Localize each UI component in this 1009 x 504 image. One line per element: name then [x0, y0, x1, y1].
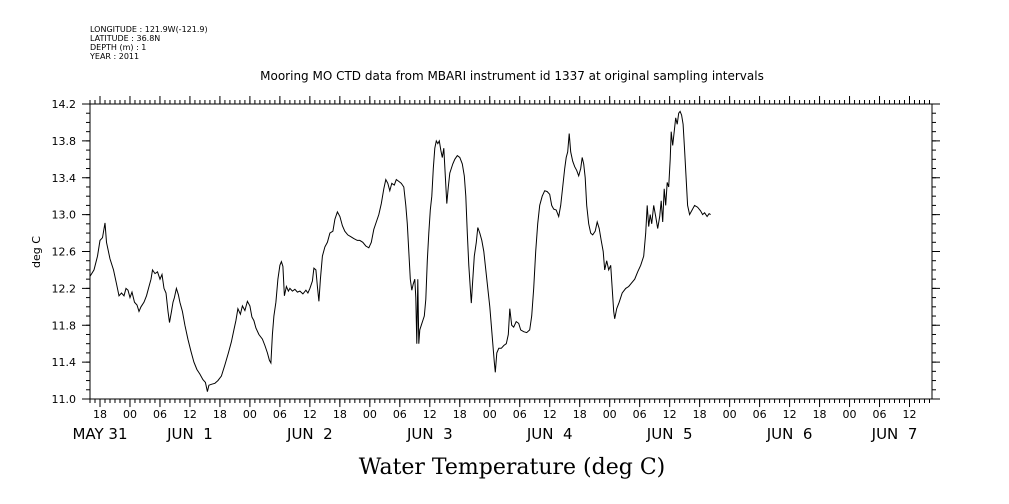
x-tick-label: 06 [873, 408, 887, 421]
tick-labels: 18 00 06 12 18 00 06 12 18 00 06 12 18 00 06 12 18 00 06 12… [52, 98, 918, 443]
y-tick-label: 12.2 [52, 282, 77, 295]
x-day-label: JUN 6 [766, 425, 813, 443]
x-tick-label: 18 [93, 408, 107, 421]
x-tick-label: 12 [663, 408, 677, 421]
year-label: YEAR : 2011 [89, 52, 139, 61]
y-tick-label: 12.6 [52, 246, 77, 259]
longitude-label: LONGITUDE : 121.9W(-121.9) [90, 25, 208, 34]
x-tick-label: 12 [183, 408, 197, 421]
x-day-label: JUN 7 [871, 425, 918, 443]
y-tick-label: 13.8 [52, 135, 77, 148]
x-day-label: JUN 1 [166, 425, 213, 443]
y-axis-label: deg C [30, 236, 43, 268]
x-tick-label: 00 [123, 408, 137, 421]
x-day-label: JUN 3 [406, 425, 453, 443]
y-tick-label: 11.0 [52, 393, 77, 406]
x-tick-label: 00 [243, 408, 257, 421]
x-tick-label: 12 [423, 408, 437, 421]
x-tick-label: 18 [453, 408, 467, 421]
x-tick-label: 18 [333, 408, 347, 421]
y-tick-label: 11.8 [52, 319, 77, 332]
x-day-label: JUN 2 [286, 425, 333, 443]
x-day-label: JUN 4 [526, 425, 573, 443]
x-tick-label: 06 [753, 408, 767, 421]
x-tick-label: 18 [813, 408, 827, 421]
x-tick-label: 18 [573, 408, 587, 421]
x-tick-label: 06 [393, 408, 407, 421]
x-tick-label: 18 [213, 408, 227, 421]
x-tick-label: 12 [783, 408, 797, 421]
x-day-label: JUN 5 [646, 425, 693, 443]
metadata-block: LONGITUDE : 121.9W(-121.9) LATITUDE : 36… [89, 25, 208, 61]
plot-frame [89, 103, 933, 400]
axis-ticks [82, 96, 940, 407]
x-tick-label: 00 [603, 408, 617, 421]
x-tick-label: 12 [303, 408, 317, 421]
y-tick-label: 14.2 [52, 98, 77, 111]
x-tick-label: 18 [693, 408, 707, 421]
x-tick-label: 00 [363, 408, 377, 421]
y-tick-label: 13.0 [52, 209, 77, 222]
x-tick-label: 00 [483, 408, 497, 421]
x-tick-label: 06 [633, 408, 647, 421]
x-tick-label: 06 [273, 408, 287, 421]
x-tick-label: 00 [723, 408, 737, 421]
x-tick-label: 12 [903, 408, 917, 421]
x-tick-label: 06 [513, 408, 527, 421]
temperature-series-line [89, 110, 711, 392]
y-tick-label: 11.4 [52, 356, 77, 369]
y-tick-label: 13.4 [52, 172, 77, 185]
x-tick-label: 00 [843, 408, 857, 421]
chart-title: Mooring MO CTD data from MBARI instrumen… [260, 69, 764, 83]
x-tick-label: 12 [543, 408, 557, 421]
x-axis-label: Water Temperature (deg C) [359, 455, 666, 480]
x-tick-label: 06 [153, 408, 167, 421]
latitude-label: LATITUDE : 36.8N [90, 34, 160, 43]
x-day-label: MAY 31 [72, 425, 127, 443]
depth-label: DEPTH (m) : 1 [90, 43, 146, 52]
